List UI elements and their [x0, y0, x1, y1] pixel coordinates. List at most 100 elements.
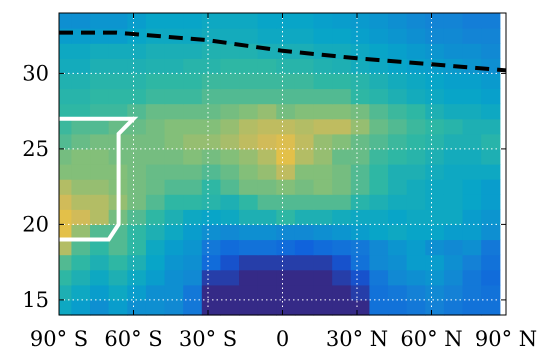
heatmap-cell: [481, 103, 501, 120]
heatmap-cell: [462, 224, 482, 241]
heatmap-cell: [127, 239, 147, 256]
heatmap-cell: [71, 284, 91, 301]
heatmap-cell: [257, 164, 277, 180]
heatmap-cell: [481, 73, 501, 90]
heatmap-cell: [220, 194, 240, 210]
heatmap-cell: [350, 58, 371, 74]
heatmap-cell: [276, 284, 296, 301]
heatmap-cell: [71, 179, 91, 195]
heatmap-cell: [183, 43, 203, 59]
x-tick-label: 0: [276, 327, 289, 351]
heatmap-cell: [332, 28, 352, 44]
heatmap-cell: [220, 164, 240, 180]
heatmap-cell: [164, 133, 184, 150]
heatmap-cell: [257, 239, 277, 256]
heatmap-cell: [369, 148, 389, 165]
heatmap-cell: [313, 299, 333, 316]
heatmap-cell: [369, 88, 389, 105]
heatmap-cell: [108, 224, 128, 241]
heatmap-cell: [462, 164, 482, 180]
heatmap-cell: [294, 118, 315, 135]
heatmap-cell: [71, 103, 91, 120]
heatmap-cell: [443, 269, 464, 286]
heatmap-cell: [481, 148, 501, 165]
heatmap-cell: [350, 269, 371, 286]
heatmap-cell: [257, 299, 277, 316]
heatmap-cell: [369, 43, 389, 59]
axis-ticks: [58, 13, 507, 315]
heatmap-cell: [220, 103, 240, 120]
heatmap-cell: [164, 88, 184, 105]
heatmap-cell: [388, 194, 408, 210]
heatmap-cell: [462, 148, 482, 165]
heatmap-cell: [257, 13, 277, 29]
heatmap-cell: [388, 43, 408, 59]
heatmap-cell: [462, 254, 482, 271]
heatmap-cell: [425, 43, 445, 59]
heatmap-cell: [350, 284, 371, 301]
heatmap-cell: [164, 284, 184, 301]
heatmap-cell: [71, 194, 91, 210]
heatmap-cell: [127, 148, 147, 165]
heatmap-cell: [220, 284, 240, 301]
heatmap-cell: [108, 103, 128, 120]
heatmap-cell: [257, 133, 277, 150]
heatmap-cell: [145, 239, 166, 256]
heatmap-cell: [145, 103, 166, 120]
heatmap-cell: [369, 239, 389, 256]
heatmap-cell: [332, 58, 352, 74]
heatmap-cell: [127, 103, 147, 120]
heatmap-cell: [443, 284, 464, 301]
heatmap-cell: [108, 13, 128, 29]
heatmap-cell: [313, 209, 333, 225]
heatmap-cell: [425, 254, 445, 271]
heatmap-cell: [201, 43, 222, 59]
heatmap-cell: [425, 269, 445, 286]
heatmap-cell: [90, 194, 110, 210]
heatmap-cell: [406, 194, 426, 210]
heatmap-cell: [481, 269, 501, 286]
heatmap-cell: [164, 239, 184, 256]
heatmap-cell: [257, 73, 277, 90]
heatmap-cell: [332, 43, 352, 59]
overlay-lines: [59, 30, 507, 242]
heatmap-cell: [425, 103, 445, 120]
heatmap-cell: [332, 164, 352, 180]
heatmap-cell: [406, 284, 426, 301]
heatmap-cell: [201, 179, 222, 195]
heatmap-cell: [127, 209, 147, 225]
heatmap-cell: [239, 103, 259, 120]
heatmap-cell: [294, 224, 315, 241]
heatmap-cell: [145, 224, 166, 241]
heatmap-cell: [71, 28, 91, 44]
heatmap-cell: [183, 194, 203, 210]
heatmap-cell: [425, 73, 445, 90]
heatmap-cell: [201, 209, 222, 225]
heatmap-cell: [332, 133, 352, 150]
heatmap-cell: [59, 224, 73, 241]
heatmap-cell: [127, 164, 147, 180]
heatmap-cell: [164, 224, 184, 241]
heatmap-cell: [276, 179, 296, 195]
heatmap-cell: [127, 269, 147, 286]
heatmap-cell: [313, 194, 333, 210]
heatmap-cell: [332, 13, 352, 29]
heatmap-cell: [276, 13, 296, 29]
heatmap-cell: [276, 299, 296, 316]
heatmap-cell: [425, 164, 445, 180]
heatmap-cell: [443, 43, 464, 59]
heatmap-cell: [90, 28, 110, 44]
heatmap-cell: [350, 299, 371, 316]
heatmap-cell: [145, 284, 166, 301]
heatmap-cell: [201, 224, 222, 241]
heatmap-cell: [406, 299, 426, 316]
heatmap-cell: [350, 254, 371, 271]
heatmap-cell: [443, 194, 464, 210]
heatmap-cell: [332, 194, 352, 210]
heatmap-cell: [71, 43, 91, 59]
heatmap-cell: [145, 43, 166, 59]
heatmap-cell: [388, 148, 408, 165]
heatmap-cell: [239, 73, 259, 90]
heatmap-cell: [183, 269, 203, 286]
heatmap-cell: [276, 194, 296, 210]
